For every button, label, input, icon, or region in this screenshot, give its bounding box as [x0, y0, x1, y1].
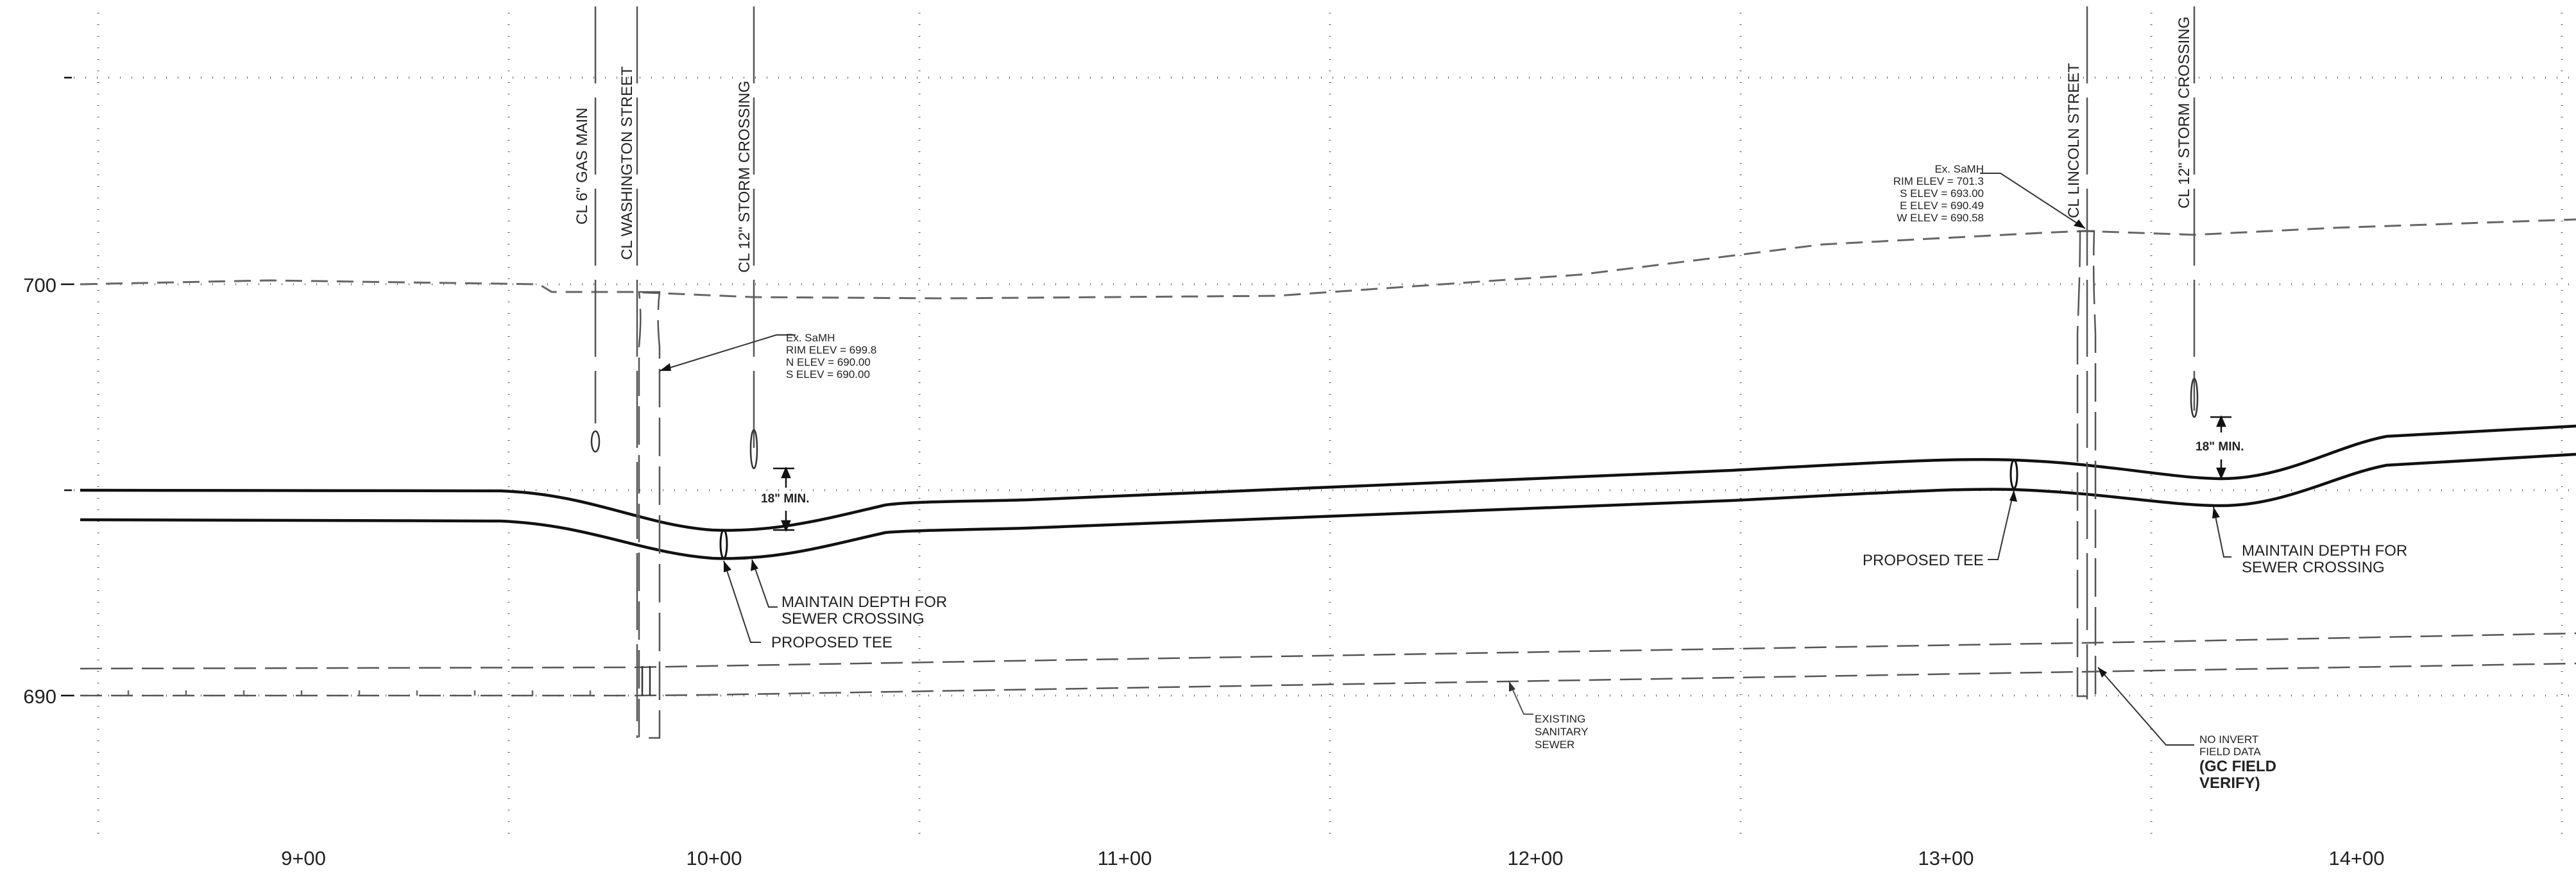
manhole-left-base [641, 666, 651, 696]
maintain-depth-left-line: MAINTAIN DEPTH FOR [781, 594, 947, 611]
maintain-depth-right-note: MAINTAIN DEPTH FOR SEWER CROSSING [2242, 542, 2407, 576]
clearance-right-label: 18" MIN. [2196, 440, 2244, 454]
field-note: NO INVERT FIELD DATA (GC FIELD VERIFY) [2199, 733, 2276, 792]
existing-ground-line [80, 218, 2576, 300]
maintain-depth-left-leader [751, 559, 778, 608]
elevation-axis [61, 76, 74, 697]
manhole-left-leader [659, 334, 796, 372]
existing-sewer-leader [1508, 681, 1533, 715]
storm-crossing-left-label: CL 12" STORM CROSSING [736, 81, 753, 273]
arrowhead [2074, 219, 2085, 228]
station-label: 14+00 [2328, 847, 2384, 869]
field-note-line: FIELD DATA [2199, 746, 2261, 758]
station-label: 10+00 [686, 847, 742, 869]
arrowhead [2212, 507, 2220, 518]
clearance-left-label: 18" MIN. [761, 492, 810, 506]
manhole-right-leader [1980, 173, 2086, 229]
existing-sewer-note: EXISTING SANITARY SEWER [1535, 713, 1588, 751]
existing-sewer-line: SANITARY [1535, 726, 1588, 738]
manhole-right-line: W ELEV = 690.58 [1897, 212, 1984, 224]
station-label: 13+00 [1918, 847, 1974, 869]
maintain-depth-right-leader [2213, 506, 2231, 558]
field-note-leader [2097, 667, 2194, 746]
clearance-left-marker [773, 466, 794, 533]
proposed-tee-left-leader [723, 560, 761, 643]
manhole-left-structure [638, 291, 661, 739]
station-axis: 9+00 10+00 11+00 12+00 13+00 14+00 [281, 847, 2384, 869]
proposed-pipe-bottom [80, 452, 2576, 560]
manhole-right-data: Ex. SaMH RIM ELEV = 701.3 S ELEV = 693.0… [1893, 163, 1984, 224]
gas-main-symbol [590, 430, 601, 453]
manhole-left-line: N ELEV = 690.00 [786, 356, 871, 368]
manhole-right-line: S ELEV = 693.00 [1900, 187, 1984, 200]
field-note-line: VERIFY) [2199, 774, 2260, 792]
clearance-right-marker [2210, 415, 2231, 480]
maintain-depth-left-line: SEWER CROSSING [781, 610, 925, 628]
maintain-depth-right-line: MAINTAIN DEPTH FOR [2242, 542, 2407, 560]
arrowhead [1509, 681, 1515, 692]
maintain-depth-left-note: MAINTAIN DEPTH FOR SEWER CROSSING [781, 594, 947, 628]
lincoln-street-label: CL LINCOLN STREET [2065, 63, 2083, 218]
manhole-left-line: Ex. SaMH [786, 332, 835, 344]
arrowhead [660, 363, 671, 371]
station-label: 9+00 [281, 847, 326, 869]
arrowhead [751, 560, 758, 571]
proposed-tee-right-symbol [2009, 459, 2018, 490]
manhole-left-line: RIM ELEV = 699.8 [786, 344, 876, 356]
proposed-tee-right-leader [1988, 490, 2015, 560]
manhole-left-line: S ELEV = 690.00 [786, 368, 870, 381]
elevation-label-700: 700 [23, 274, 56, 296]
existing-sewer-line: EXISTING [1535, 713, 1585, 725]
arrowhead [2009, 490, 2017, 502]
proposed-tee-left-symbol [719, 529, 728, 560]
existing-sewer-line: SEWER [1535, 739, 1574, 751]
existing-sewer-bottom [80, 662, 2576, 697]
proposed-tee-right-label: PROPOSED TEE [1863, 552, 1984, 569]
maintain-depth-right-line: SEWER CROSSING [2242, 559, 2385, 576]
existing-sewer-ticks [127, 690, 592, 696]
manhole-right-line: Ex. SaMH [1934, 163, 1984, 175]
station-label: 11+00 [1098, 847, 1152, 869]
storm-crossing-right-label: CL 12" STORM CROSSING [2176, 17, 2193, 209]
crossing-labels: CL 6" GAS MAIN CL WASHINGTON STREET CL 1… [574, 17, 2193, 273]
existing-sewer-top [80, 632, 2576, 670]
dotted-grid [74, 13, 2576, 834]
manhole-right-line: RIM ELEV = 701.3 [1893, 175, 1984, 187]
field-note-line: (GC FIELD [2199, 758, 2276, 775]
storm-right-symbol [2190, 377, 2199, 418]
proposed-tee-left-label: PROPOSED TEE [771, 634, 892, 651]
gas-main-label: CL 6" GAS MAIN [574, 108, 591, 225]
elevation-label-690: 690 [23, 685, 56, 708]
washington-street-label: CL WASHINGTON STREET [618, 66, 636, 260]
station-label: 12+00 [1507, 847, 1563, 869]
field-note-line: NO INVERT [2199, 733, 2258, 746]
proposed-pipe-top [80, 424, 2576, 532]
crossing-centerlines [594, 6, 2196, 738]
storm-left-symbol [749, 429, 758, 470]
manhole-right-line: E ELEV = 690.49 [1900, 200, 1984, 212]
arrowhead [724, 561, 731, 572]
manhole-left-data: Ex. SaMH RIM ELEV = 699.8 N ELEV = 690.0… [786, 332, 876, 381]
arrowhead [2098, 667, 2107, 678]
